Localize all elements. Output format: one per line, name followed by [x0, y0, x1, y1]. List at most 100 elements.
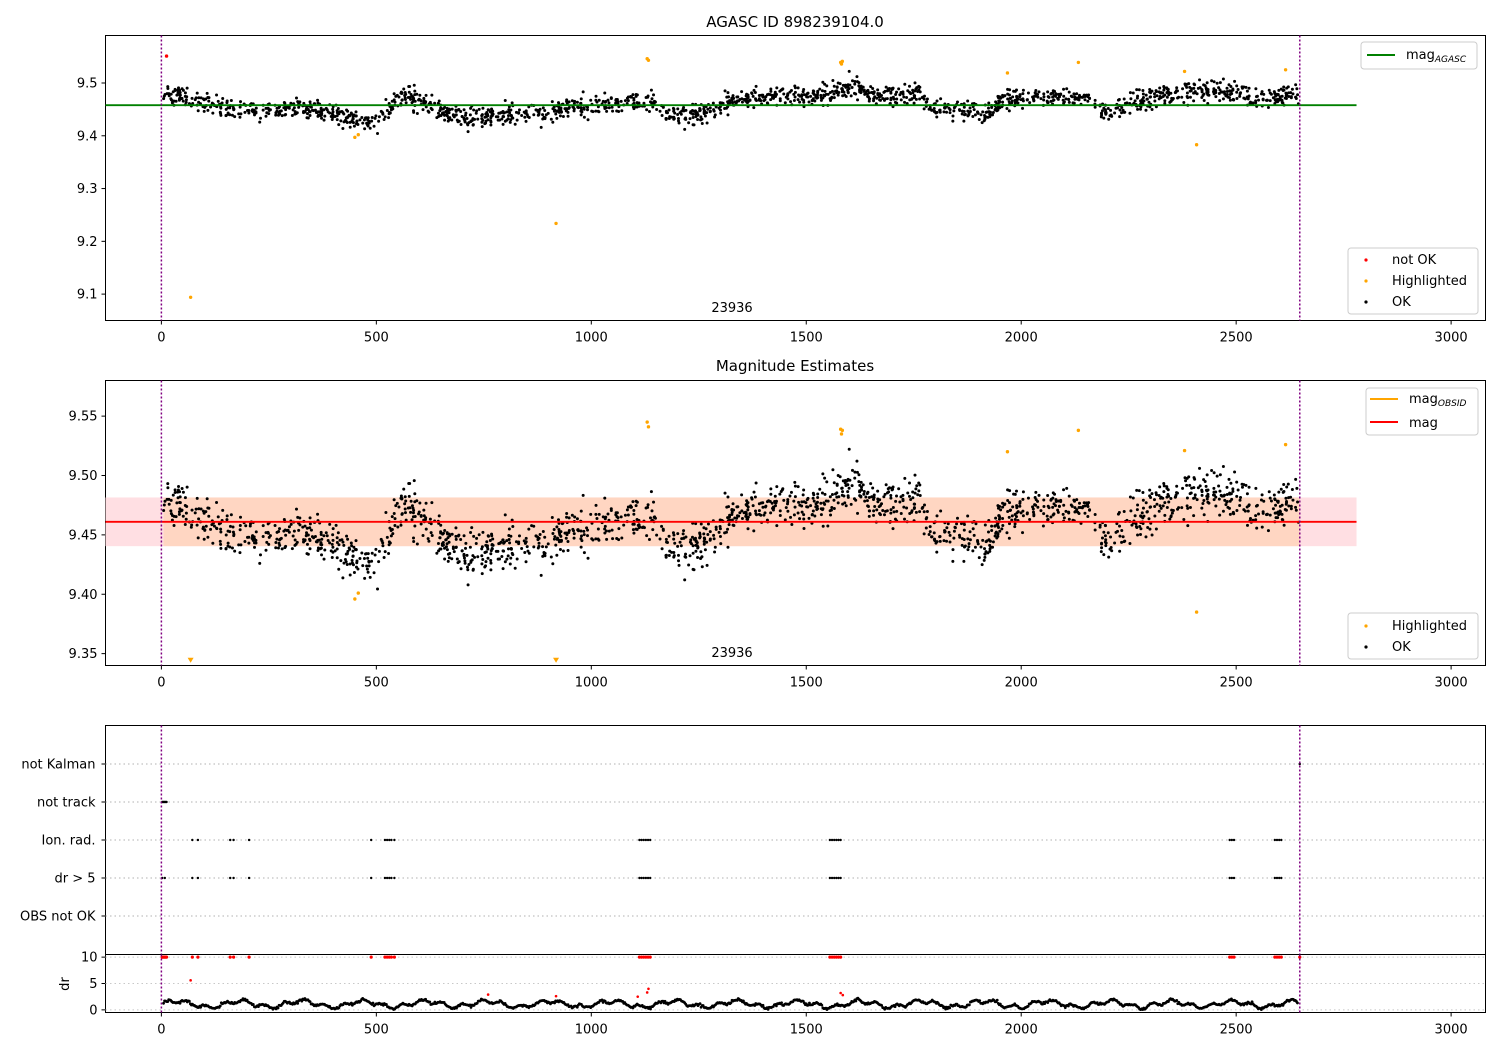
ok-point	[1271, 507, 1275, 511]
ok-point	[543, 108, 547, 112]
ok-point	[1228, 98, 1232, 102]
ok-point	[1001, 517, 1005, 521]
ok-point	[1157, 494, 1161, 498]
ok-point	[960, 537, 964, 541]
ok-point	[1069, 94, 1073, 98]
ok-point	[955, 100, 959, 104]
ok-point	[480, 125, 484, 129]
ok-point	[977, 556, 981, 560]
ok-point	[700, 555, 704, 559]
ok-point	[933, 109, 937, 113]
ok-point	[302, 540, 306, 544]
ok-point	[983, 552, 987, 556]
dr-point	[218, 1004, 222, 1008]
ok-point	[1202, 98, 1206, 102]
ok-point	[658, 109, 662, 113]
ok-point	[1193, 83, 1197, 87]
dr-point	[649, 1007, 652, 1011]
ok-point	[1103, 534, 1107, 538]
ok-point	[690, 535, 694, 539]
ok-point	[579, 534, 583, 538]
ok-point	[718, 535, 722, 539]
ok-point	[509, 556, 513, 560]
ok-point	[907, 494, 911, 498]
ok-point	[517, 108, 521, 112]
ok-point	[771, 96, 775, 100]
ok-point	[855, 470, 859, 474]
y-tick-label: 9.5	[77, 77, 98, 92]
ok-point	[350, 558, 354, 562]
ok-point	[552, 527, 556, 531]
ok-point	[957, 108, 961, 112]
ok-point	[775, 485, 779, 489]
ok-point	[1204, 484, 1208, 488]
ok-point	[424, 93, 428, 97]
ok-point	[688, 111, 692, 115]
ok-point	[445, 548, 449, 552]
ok-point	[424, 501, 428, 505]
ok-point	[336, 531, 340, 535]
dr-point	[187, 999, 191, 1003]
ok-point	[853, 476, 857, 480]
ok-point	[1192, 486, 1196, 490]
ok-point	[646, 503, 650, 507]
ok-point	[382, 556, 386, 560]
ok-point	[326, 110, 330, 114]
ok-point	[1049, 497, 1053, 501]
ok-point	[439, 106, 443, 110]
ok-point	[1229, 84, 1233, 88]
ok-point	[491, 109, 495, 113]
ok-point	[691, 112, 695, 116]
ok-point	[560, 110, 564, 114]
ok-point	[1286, 482, 1290, 486]
ok-point	[245, 535, 249, 539]
flag-point	[369, 876, 373, 880]
ok-point	[1049, 515, 1053, 519]
ok-point	[1005, 106, 1009, 110]
ok-point	[524, 536, 528, 540]
ok-point	[1042, 512, 1046, 516]
ok-point	[1186, 524, 1190, 528]
ok-point	[1113, 111, 1117, 115]
x-tick-label: 3000	[1435, 1023, 1468, 1038]
ok-point	[1163, 99, 1167, 103]
ok-point	[1165, 505, 1169, 509]
ok-point	[190, 96, 194, 100]
ok-point	[665, 111, 669, 115]
y-tick-label: 9.3	[77, 182, 98, 197]
ok-point	[1285, 86, 1289, 90]
ok-point	[655, 108, 659, 112]
ok-point	[1205, 473, 1209, 477]
ok-point	[664, 537, 668, 541]
ok-point	[867, 99, 871, 103]
ok-point	[800, 500, 804, 504]
ok-point	[579, 509, 583, 513]
ok-point	[832, 507, 836, 511]
ok-point	[661, 105, 665, 109]
ok-point	[1006, 92, 1010, 96]
ok-point	[537, 541, 541, 545]
ok-point	[489, 568, 493, 572]
ok-point	[1093, 528, 1097, 532]
ok-point	[765, 93, 769, 97]
ok-point	[922, 94, 926, 98]
ok-point	[997, 514, 1001, 518]
ok-point	[898, 93, 902, 97]
ok-point	[367, 559, 371, 563]
ok-point	[1001, 95, 1005, 99]
ok-point	[500, 554, 504, 558]
ok-point	[849, 502, 853, 506]
ok-point	[343, 118, 347, 122]
flag-point	[638, 876, 641, 880]
ok-point	[841, 83, 845, 87]
flag-point	[232, 838, 235, 842]
ok-point	[555, 553, 559, 557]
ok-point	[983, 547, 987, 551]
ok-point	[1133, 99, 1137, 103]
flag-point	[837, 838, 840, 842]
ok-point	[895, 509, 899, 513]
ok-point	[215, 500, 219, 504]
flag-point	[383, 876, 387, 880]
ok-point	[341, 540, 345, 544]
dr-point	[276, 1006, 280, 1010]
